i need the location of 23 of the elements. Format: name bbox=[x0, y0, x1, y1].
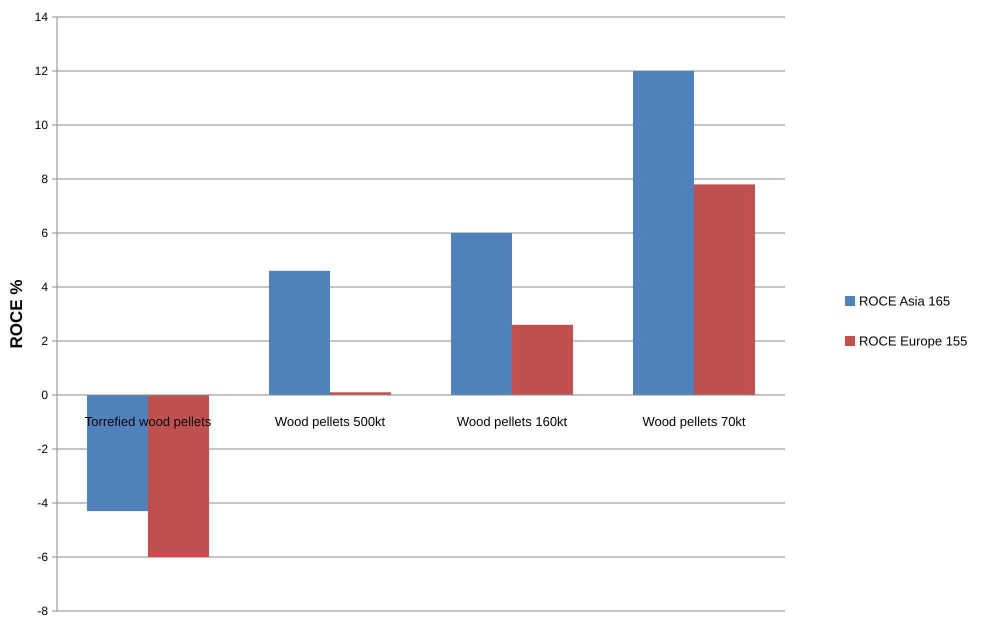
bar bbox=[512, 324, 573, 395]
y-tick-label: -8 bbox=[37, 604, 48, 618]
x-tick-label: Wood pellets 70kt bbox=[642, 414, 746, 429]
bar bbox=[451, 233, 512, 395]
y-tick-label: 0 bbox=[41, 388, 48, 402]
y-tick-label: 6 bbox=[41, 226, 48, 240]
legend-label: ROCE Europe 155 bbox=[859, 334, 968, 349]
y-tick-label: -6 bbox=[37, 550, 48, 564]
y-tick-label: -4 bbox=[37, 496, 48, 510]
y-tick-label: -2 bbox=[37, 442, 48, 456]
y-tick-label: 14 bbox=[34, 10, 48, 24]
y-axis-title: ROCE % bbox=[7, 280, 26, 348]
y-tick-label: 12 bbox=[34, 64, 48, 78]
y-tick-label: 2 bbox=[41, 334, 48, 348]
y-tick-label: 8 bbox=[41, 172, 48, 186]
bar bbox=[694, 184, 755, 395]
legend-label: ROCE Asia 165 bbox=[859, 294, 950, 309]
y-tick-label: 10 bbox=[34, 118, 48, 132]
x-tick-label: Wood pellets 160kt bbox=[456, 414, 568, 429]
bar bbox=[269, 270, 330, 395]
x-tick-label: Wood pellets 500kt bbox=[274, 414, 386, 429]
y-tick-label: 4 bbox=[41, 280, 48, 294]
bar bbox=[633, 71, 694, 395]
